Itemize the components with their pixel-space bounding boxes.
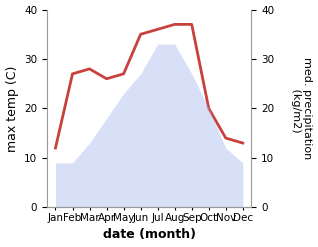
Y-axis label: med. precipitation
 (kg/m2): med. precipitation (kg/m2) bbox=[291, 57, 313, 160]
X-axis label: date (month): date (month) bbox=[103, 228, 196, 242]
Y-axis label: max temp (C): max temp (C) bbox=[5, 65, 18, 152]
